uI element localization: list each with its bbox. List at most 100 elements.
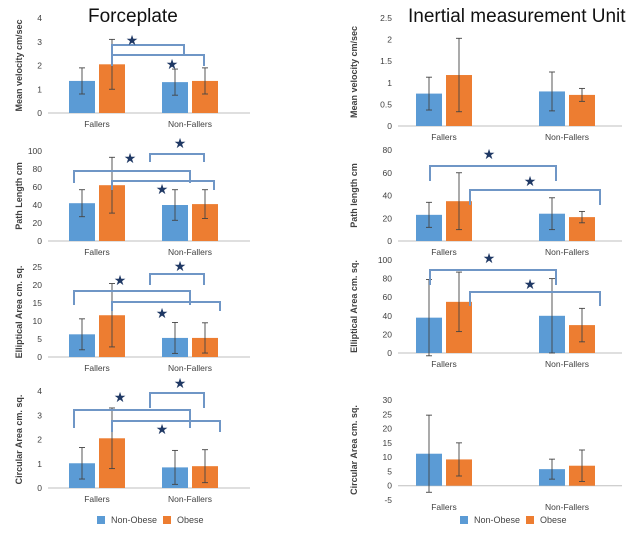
x-tick-label: Fallers [431,502,457,512]
y-tick-label: 20 [383,213,393,223]
y-tick-label: 60 [33,182,43,192]
significance-bracket [149,153,205,162]
y-tick-label: 1 [37,459,42,469]
y-tick-label: 4 [37,13,42,23]
significance-bracket [73,290,191,305]
chart-panel-4: 0 20 40 60 80 Path length cm Fallers Non-Faller… [349,145,622,257]
significance-bracket [111,420,221,432]
y-tick-label: 80 [33,164,43,174]
significance-star: ★ [524,277,537,293]
x-tick-label: Fallers [84,247,110,257]
significance-star: ★ [114,273,127,289]
y-tick-label: 20 [33,280,43,290]
chart-panel-2: 0 0.5 1 1.5 2 2.5 Mean velocity cm/sec Fallers N… [349,13,622,142]
y-tick-label: 60 [383,168,393,178]
y-tick-label: 0 [387,236,392,246]
legend-right: Non-Obese Obese [460,515,567,525]
y-tick-label: 3 [37,410,42,420]
y-tick-label: 2 [387,35,392,45]
y-tick-label: 0 [387,121,392,131]
chart-panel-1: 0 1 2 3 4 Mean velocity cm/sec Fallers Non-Fall… [14,13,250,129]
chart-panel-7: 0 1 2 3 4 Circular Area cm. sq. Fallers Non-Fal… [14,376,250,504]
x-tick-label: Fallers [84,494,110,504]
significance-bracket [149,392,205,408]
y-tick-label: 0 [387,348,392,358]
y-tick-label: 25 [33,262,43,272]
x-tick-label: Fallers [431,247,457,257]
significance-star: ★ [174,136,187,152]
significance-bracket [469,189,601,205]
y-axis-label: Circular Area cm. sq. [349,405,359,495]
legend-swatch-non-obese [97,516,105,524]
right-title: Inertial measurement Unit [408,6,626,27]
y-axis-label: Mean velocity cm/sec [14,19,24,111]
y-tick-label: 40 [383,191,393,201]
y-tick-label: 15 [383,438,393,448]
significance-bracket [111,54,205,66]
y-tick-label: 4 [37,386,42,396]
y-axis-label: Mean velocity cm/sec [349,26,359,118]
legend-label-obese: Obese [540,515,567,525]
y-tick-label: 100 [378,255,392,265]
y-tick-label: 10 [33,316,43,326]
y-tick-label: 0.5 [380,99,392,109]
chart-panel-6: 0 20 40 60 80 100 Elliptical Area cm. sq. Falle… [349,251,622,369]
x-tick-label: Non-Fallers [168,494,212,504]
y-tick-label: 1 [37,84,42,94]
bar-obese [569,217,595,241]
chart-panel-3: 0 20 40 60 80 100 Path Length cm Fallers Non-Fal… [14,136,250,257]
y-tick-label: 2 [37,435,42,445]
significance-star: ★ [483,251,496,267]
legend-swatch-obese [163,516,172,524]
y-tick-label: 80 [383,145,393,155]
chart-panel-5: 0 5 10 15 20 25 Elliptical Area cm. sq. Fallers… [14,259,250,373]
legend-label-non-obese: Non-Obese [474,515,521,525]
significance-star: ★ [124,151,137,167]
significance-bracket [429,165,557,181]
y-tick-label: 0 [37,483,42,493]
x-tick-label: Non-Fallers [168,247,212,257]
y-tick-label: -5 [384,495,392,505]
x-tick-label: Non-Fallers [545,359,589,369]
significance-bracket [469,291,601,306]
y-tick-label: 60 [383,292,393,302]
legend-swatch-obese [526,516,535,524]
significance-star: ★ [483,147,496,163]
x-tick-label: Non-Fallers [168,119,212,129]
y-tick-label: 15 [33,298,43,308]
x-tick-label: Non-Fallers [168,363,212,373]
y-tick-label: 40 [383,311,393,321]
y-tick-label: 5 [37,334,42,344]
y-tick-label: 0 [37,352,42,362]
y-tick-label: 0 [37,236,42,246]
x-tick-label: Fallers [84,119,110,129]
left-title: Forceplate [88,6,178,27]
y-tick-label: 0 [387,481,392,491]
x-tick-label: Non-Fallers [545,247,589,257]
y-axis-label: Elliptical Area cm. sq. [349,260,359,353]
x-tick-label: Fallers [84,363,110,373]
significance-bracket [149,273,205,285]
legend-label-non-obese: Non-Obese [111,515,158,525]
chart-panel-8: -5 0 5 10 15 20 25 30 Circular Area cm. sq. Falle… [349,395,622,512]
significance-star: ★ [126,33,139,49]
y-tick-label: 20 [383,424,393,434]
significance-bracket [111,44,185,56]
significance-bracket [111,180,215,190]
significance-star: ★ [156,422,169,438]
significance-star: ★ [156,306,169,322]
significance-star: ★ [524,174,537,190]
y-tick-label: 10 [383,452,393,462]
significance-star: ★ [156,182,169,198]
y-axis-label: Path Length cm [14,162,24,230]
legend-swatch-non-obese [460,516,468,524]
y-tick-label: 1.5 [380,56,392,66]
y-axis-label: Circular Area cm. sq. [14,395,24,485]
y-tick-label: 30 [383,395,393,405]
significance-star: ★ [114,390,127,406]
y-tick-label: 5 [387,466,392,476]
significance-bracket [429,269,557,285]
y-tick-label: 25 [383,409,393,419]
y-tick-label: 2 [37,61,42,71]
